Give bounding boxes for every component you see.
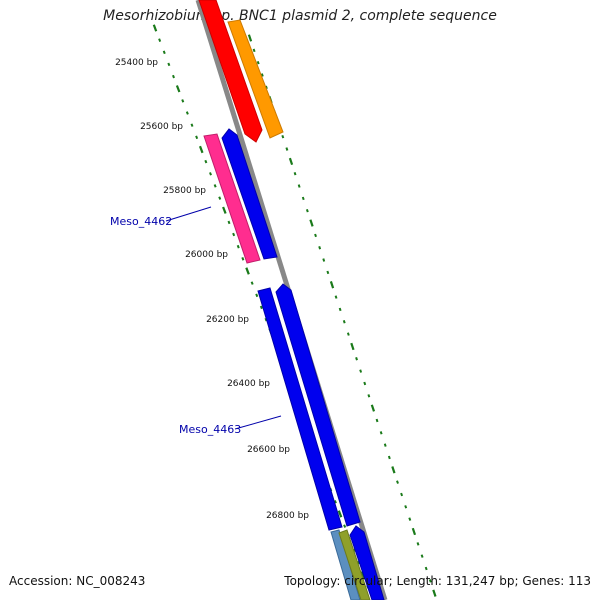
tick-mark bbox=[227, 220, 231, 225]
tick-mark bbox=[185, 111, 189, 115]
summary-text: Topology: circular; Length: 131,247 bp; … bbox=[284, 574, 591, 588]
tick-mark bbox=[408, 517, 412, 521]
tick-mark bbox=[213, 184, 217, 188]
tick-mark bbox=[297, 184, 301, 188]
position-label: 26200 bp bbox=[206, 315, 249, 325]
gene-label-meso-4463[interactable]: Meso_4463 bbox=[179, 423, 241, 436]
tick-mark bbox=[305, 208, 309, 213]
position-label: 26600 bp bbox=[247, 445, 290, 455]
tick-mark bbox=[198, 145, 204, 154]
tick-mark bbox=[322, 258, 326, 262]
tick-mark bbox=[241, 257, 245, 261]
tick-mark bbox=[379, 431, 383, 435]
tick-mark bbox=[259, 305, 263, 310]
tick-mark bbox=[190, 123, 194, 127]
tick-mark bbox=[247, 34, 253, 42]
gene-label-meso-4462[interactable]: Meso_4462 bbox=[110, 215, 172, 228]
tick-mark bbox=[391, 466, 396, 474]
feature-pink-meso-4462[interactable] bbox=[203, 133, 261, 264]
tick-mark bbox=[204, 159, 208, 164]
position-label: 25600 bp bbox=[140, 122, 183, 132]
feature-orange[interactable] bbox=[227, 19, 284, 139]
tick-mark bbox=[333, 500, 337, 504]
gene-label-leader bbox=[165, 206, 212, 222]
position-label: 25400 bp bbox=[115, 58, 158, 68]
tick-mark bbox=[329, 281, 335, 289]
feature-blue-bottom[interactable] bbox=[349, 525, 385, 600]
tick-mark bbox=[337, 510, 343, 518]
tick-mark bbox=[383, 443, 387, 447]
tick-mark bbox=[357, 560, 360, 565]
tick-mark bbox=[232, 232, 236, 237]
position-label: 26000 bp bbox=[185, 250, 228, 260]
tick-mark bbox=[411, 527, 417, 536]
feature-blue-meso-4463[interactable] bbox=[257, 287, 343, 531]
feature-red[interactable] bbox=[198, 0, 263, 143]
tick-mark bbox=[400, 492, 404, 497]
tick-mark bbox=[432, 589, 437, 597]
feature-steel-blue[interactable] bbox=[330, 529, 361, 600]
tick-mark bbox=[404, 505, 408, 509]
tick-mark bbox=[334, 295, 338, 299]
accession-text: Accession: NC_008243 bbox=[9, 574, 146, 588]
tick-mark bbox=[152, 24, 158, 32]
tick-mark bbox=[301, 196, 305, 201]
tick-mark bbox=[218, 196, 222, 200]
tick-mark bbox=[314, 233, 317, 238]
tick-mark bbox=[175, 85, 181, 93]
tick-mark bbox=[424, 566, 428, 571]
tick-mark bbox=[343, 524, 347, 528]
tick-mark bbox=[236, 244, 240, 249]
tick-mark bbox=[387, 455, 391, 460]
tick-mark bbox=[209, 172, 212, 176]
feature-blue-lower[interactable] bbox=[275, 283, 361, 527]
tick-mark bbox=[367, 394, 371, 398]
tick-mark bbox=[167, 62, 171, 67]
tick-mark bbox=[342, 320, 346, 324]
tick-mark bbox=[158, 38, 162, 42]
tick-mark bbox=[181, 99, 185, 103]
tick-mark bbox=[260, 73, 264, 77]
tick-mark bbox=[222, 206, 227, 214]
tick-mark bbox=[350, 342, 355, 351]
position-label: 26400 bp bbox=[227, 379, 270, 389]
tick-mark bbox=[355, 357, 358, 361]
tick-mark bbox=[420, 554, 424, 558]
tick-mark bbox=[359, 369, 363, 373]
position-label: 26800 bp bbox=[266, 511, 309, 521]
tick-mark bbox=[396, 480, 399, 484]
tick-mark bbox=[172, 74, 175, 79]
tick-mark bbox=[375, 418, 379, 423]
tick-mark bbox=[416, 542, 420, 546]
tick-mark bbox=[162, 50, 166, 55]
tick-mark bbox=[252, 48, 256, 53]
tick-mark bbox=[293, 171, 297, 176]
tick-mark bbox=[326, 270, 330, 275]
tick-mark bbox=[363, 381, 367, 386]
tick-mark bbox=[370, 404, 376, 412]
gene-label-leader bbox=[234, 415, 282, 430]
tick-mark bbox=[318, 246, 322, 250]
tick-mark bbox=[255, 293, 259, 298]
tick-mark bbox=[250, 281, 254, 285]
tick-mark bbox=[245, 267, 250, 275]
feature-olive[interactable] bbox=[338, 529, 371, 600]
tick-mark bbox=[285, 147, 289, 151]
tick-mark bbox=[256, 60, 260, 65]
tick-mark bbox=[195, 135, 199, 140]
tick-mark bbox=[281, 134, 285, 139]
feature-blue-upper[interactable] bbox=[221, 128, 278, 260]
tick-mark bbox=[309, 219, 314, 227]
tick-mark bbox=[346, 332, 350, 336]
tick-mark bbox=[338, 307, 342, 312]
tick-mark bbox=[428, 579, 432, 583]
position-label: 25800 bp bbox=[163, 186, 206, 196]
tick-mark bbox=[288, 157, 294, 166]
